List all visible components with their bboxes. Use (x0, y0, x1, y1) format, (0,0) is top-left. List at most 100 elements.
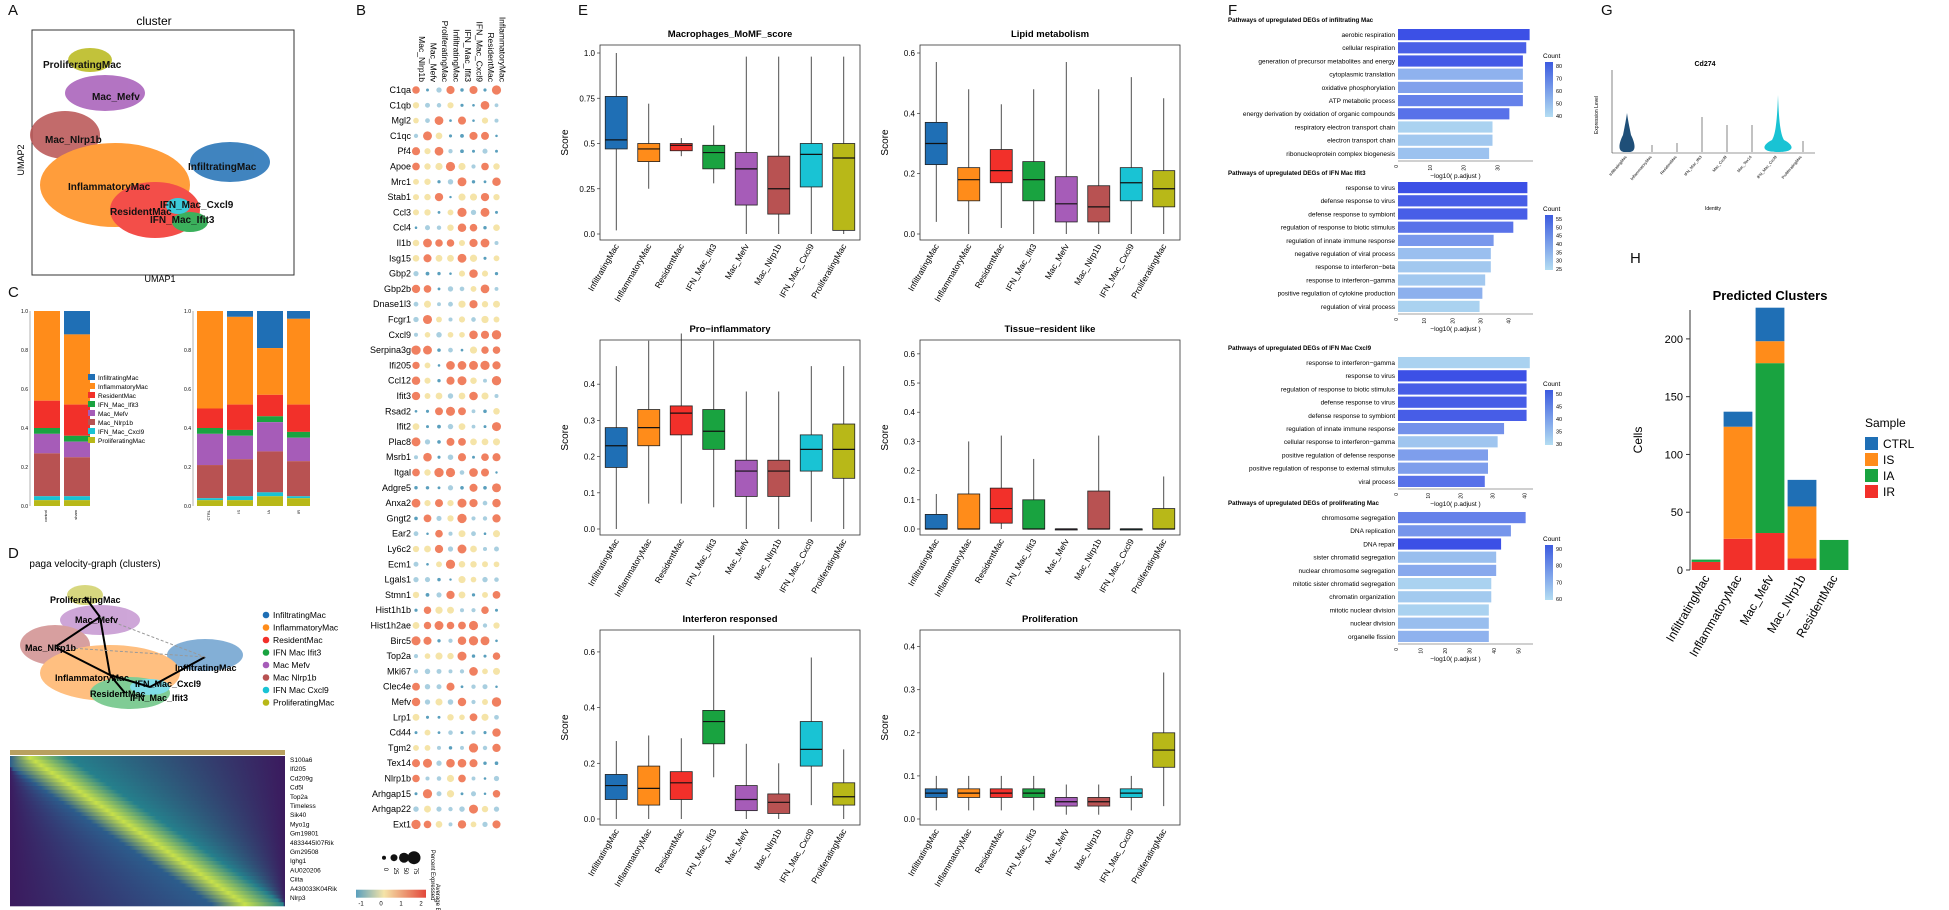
pathway-xtick: 40 (1523, 493, 1529, 499)
proportion-segment (257, 416, 283, 423)
size-legend-value: 75 (412, 868, 418, 875)
dotplot-dot (435, 529, 443, 538)
dotplot-dot (458, 438, 466, 446)
predicted-ylabel: Cells (1631, 427, 1645, 454)
count-legend-tick: 55 (1556, 217, 1562, 223)
proportion-segment (227, 311, 253, 317)
predicted-legend-label: IR (1883, 485, 1895, 499)
boxplot-title: Tissue−resident like (1005, 324, 1096, 335)
predicted-title: Predicted Clusters (1713, 288, 1828, 303)
dotplot-dot (492, 361, 501, 370)
heatmap-row (10, 786, 285, 791)
size-legend-value: 25 (392, 868, 398, 875)
pathway-F2: Pathways of upregulated DEGs of IFN Mac … (1228, 170, 1562, 333)
pathway-label: electron transport chain (1327, 138, 1395, 145)
dotplot-dot (412, 194, 420, 201)
panel-d-paga: paga velocity-graph (clusters) Prolifera… (10, 559, 339, 907)
pathway-label: DNA repair (1363, 541, 1396, 548)
proportion-legend-label: InfiltratingMac (98, 375, 139, 382)
dotplot-dot (425, 593, 430, 597)
dotplot-dot (413, 271, 419, 277)
box-body (989, 149, 1013, 184)
pathway-label: regulation of response to biotic stimulu… (1281, 225, 1396, 232)
dotplot-gene-label: Ext1 (393, 819, 411, 829)
dotplot-dot (436, 515, 442, 521)
dotplot-dot (460, 103, 464, 107)
proportion-segment (64, 500, 90, 506)
dotplot-gene-label: C1qa (389, 85, 411, 95)
dotplot-dot (437, 287, 441, 291)
paga-legend-dot (262, 611, 270, 619)
dotplot-dot (492, 483, 501, 493)
pathway-bar (1398, 55, 1523, 67)
pathway-bar (1398, 591, 1492, 603)
boxplot-E5: Interferon responsed Score 0.0 0.2 0.4 0.6 Inf… (560, 614, 861, 888)
dotplot-dot (437, 180, 441, 184)
boxplot-frame (919, 339, 1181, 536)
paga-node-3: InfiltratingMac (175, 663, 237, 673)
predicted-ytick: 0 (1677, 565, 1683, 577)
dotplot-gene-label: Adgre5 (382, 483, 411, 493)
umap-cluster-nlrp1b (30, 111, 100, 159)
pathway-xlabel: −log10( p.adjust ) (1430, 501, 1480, 508)
proportion-segment (64, 441, 90, 458)
dotplot-dot (413, 178, 419, 185)
boxplot-E4: Tissue−resident like Score 0.0 0.1 0.2 0.3 0.4… (880, 324, 1181, 598)
pathway-bar (1398, 449, 1488, 461)
dotplot-gene-label: Isg15 (389, 253, 411, 263)
paga-node-6: ResidentMac (90, 689, 146, 699)
paga-node-0: ProliferatingMac (50, 595, 121, 605)
pathway-label: regulation of viral process (1321, 304, 1396, 311)
dotplot-dot (471, 424, 476, 429)
proportion-segment (257, 496, 283, 506)
proportion-segment (287, 318, 310, 405)
dotplot-dot (469, 346, 478, 354)
dotplot-dot (460, 731, 464, 735)
dotplot-dot (459, 286, 465, 292)
dotplot-dot (447, 224, 454, 231)
dotplot-dot (482, 516, 488, 521)
dotplot-dot (446, 590, 455, 600)
dotplot-dot (413, 117, 419, 124)
umap-cluster-ifit3 (172, 212, 208, 232)
paga-legend-dot (262, 649, 270, 656)
dotplot-dot (423, 820, 432, 829)
dotplot-dot (481, 131, 489, 140)
pathway-bar (1398, 208, 1528, 220)
dotplot-dot (424, 377, 431, 384)
dotplot-dot (411, 498, 421, 508)
predicted-segment (1755, 363, 1785, 534)
dotplot-dot (492, 743, 501, 753)
pathway-bar (1398, 462, 1488, 474)
dotplot-dot (471, 180, 476, 184)
dotplot-dot (460, 149, 464, 154)
dotplot-gene-label: Mefv (391, 697, 411, 707)
dotplot-gene-label: Lrp1 (393, 712, 411, 722)
dotplot-dot (471, 776, 476, 781)
dotplot-dot (457, 223, 467, 232)
dotplot-dot (436, 87, 442, 93)
pathway-bar (1398, 195, 1528, 207)
boxplot-ytick: 0.1 (584, 489, 596, 498)
dotplot-dot (411, 437, 421, 447)
heatmap-row (10, 763, 285, 768)
boxplot-xtick: Mac_Nlrp1b (752, 537, 784, 582)
dotplot-dot (494, 271, 499, 276)
dotplot-dot (482, 561, 488, 568)
dotplot-dot (437, 577, 441, 582)
boxplot-xtick: Mac_Nlrp1b (1072, 242, 1104, 287)
boxplot-ytick: 0.2 (904, 467, 916, 476)
dotplot-dot (457, 207, 467, 218)
dotplot-dot (435, 254, 443, 262)
pathway-bar (1398, 95, 1523, 107)
pathway-label: mitotic sister chromatid segregation (1293, 581, 1396, 588)
boxplot-xtick: Mac_Nlrp1b (752, 242, 784, 287)
dotplot-dot (448, 301, 453, 307)
box-body (604, 427, 628, 468)
umap-label-7: IFN_Mac_Ifit3 (150, 215, 215, 226)
count-legend-tick: 40 (1556, 417, 1562, 423)
predicted-segment (1787, 558, 1817, 570)
boxplot-ylabel: Score (880, 714, 891, 741)
dotplot-dot (469, 360, 478, 370)
pathway-label: regulation of innate immune response (1286, 238, 1395, 245)
